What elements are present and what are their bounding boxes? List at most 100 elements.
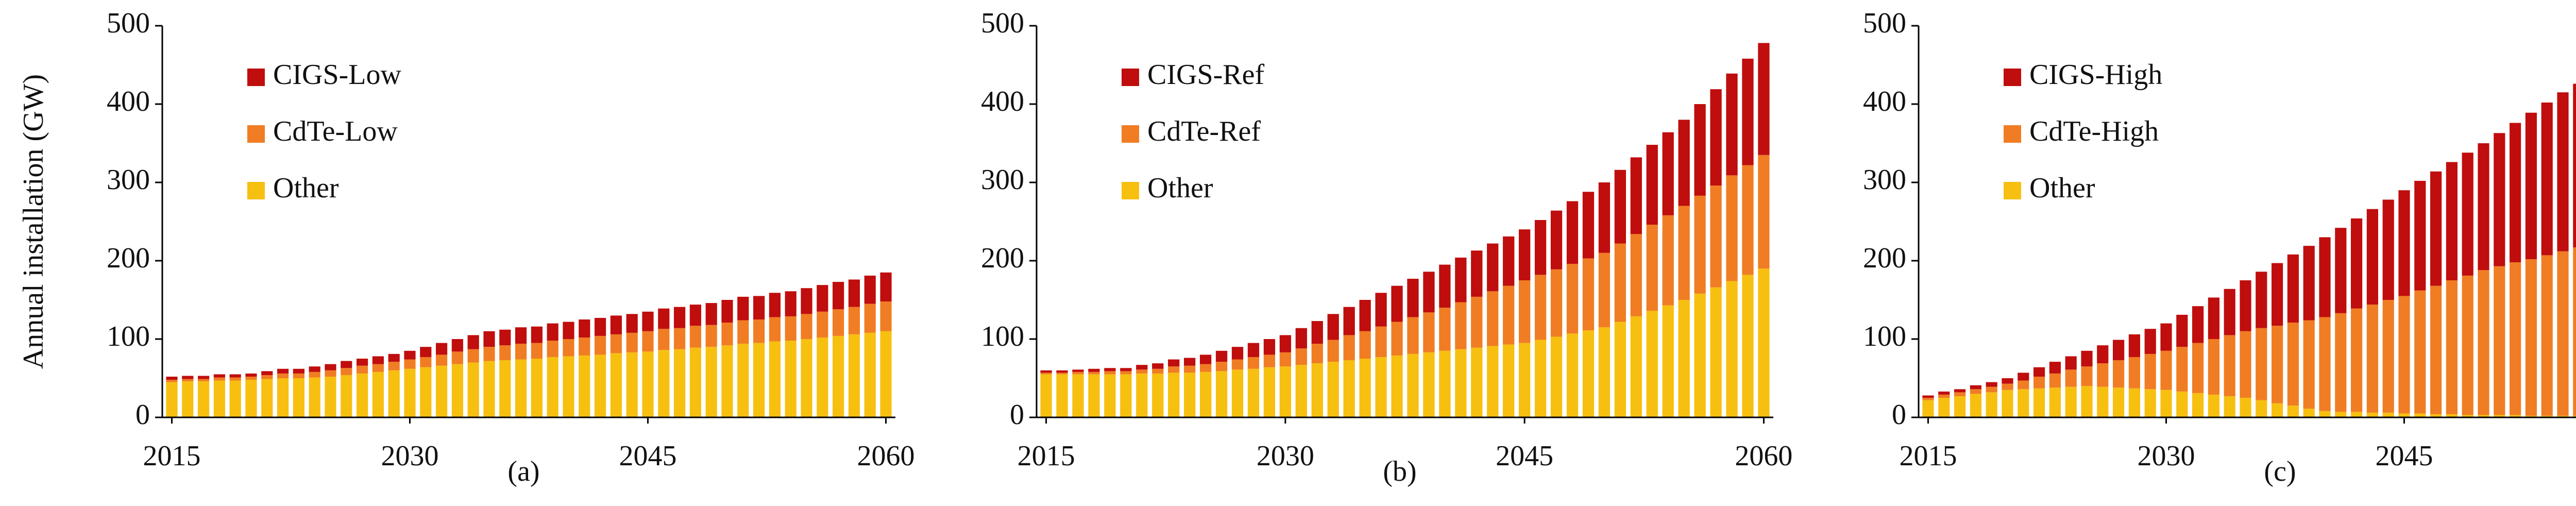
bar-segment (2319, 237, 2331, 317)
y-tick-label: 300 (1863, 164, 1906, 196)
bar-segment (1247, 343, 1260, 357)
y-tick-label: 100 (107, 321, 150, 352)
bar-segment (325, 376, 336, 417)
bar-segment (1263, 339, 1276, 355)
bar-segment (2430, 285, 2442, 414)
bar-segment (579, 337, 590, 356)
bar-segment (674, 307, 686, 328)
bar-segment (325, 370, 336, 377)
bar-segment (674, 328, 686, 349)
bar-segment (2414, 290, 2426, 414)
bar-segment (2557, 251, 2569, 416)
bar-segment (833, 282, 844, 310)
bar-segment (579, 319, 590, 338)
bar-segment (1922, 398, 1934, 400)
bar-segment (2478, 415, 2489, 417)
bar-segment (880, 301, 892, 331)
bar-segment (737, 320, 749, 344)
bar-segment (2065, 356, 2077, 370)
bar-segment (1199, 355, 1212, 364)
bar-segment (229, 380, 241, 417)
bar-segment (2192, 306, 2204, 343)
bar-segment (2049, 362, 2061, 374)
legend-swatch (247, 69, 265, 86)
bar-segment (404, 359, 416, 369)
bar-segment (1519, 280, 1531, 343)
bar-segment (2541, 102, 2553, 256)
bar-segment (1487, 346, 1499, 417)
bar-segment (1199, 364, 1212, 372)
x-tick-label: 2045 (2376, 440, 2433, 472)
bar-segment (1662, 305, 1674, 417)
bar-segment (2065, 369, 2077, 387)
bar-segment (293, 378, 304, 417)
bar-segment (2510, 415, 2521, 417)
bar-segment (499, 329, 511, 346)
bar-segment (1072, 369, 1084, 372)
bar-segment (2287, 254, 2299, 323)
bar-segment (705, 303, 717, 325)
bar-segment (2494, 133, 2505, 266)
bar-segment (1646, 145, 1658, 225)
bar-segment (658, 350, 670, 417)
legend-label: CdTe-High (2029, 115, 2159, 147)
bar-segment (1954, 392, 1966, 396)
bar-segment (166, 380, 178, 382)
bar-segment (595, 335, 606, 355)
bar-segment (1136, 365, 1148, 370)
bar-segment (2033, 376, 2045, 389)
bar-segment (245, 380, 257, 417)
bar-segment (1519, 229, 1531, 280)
bar-segment (1646, 225, 1658, 311)
bar-segment (1136, 369, 1148, 374)
legend-swatch (2004, 125, 2021, 143)
bar-segment (2272, 403, 2283, 417)
bar-segment (372, 364, 384, 372)
bar-segment (1534, 340, 1547, 417)
bar-segment (2398, 413, 2410, 417)
bar-segment (1040, 374, 1052, 417)
bar-segment (1582, 330, 1595, 417)
bar-segment (2335, 313, 2347, 412)
bar-segment (610, 353, 622, 417)
y-tick-label: 0 (135, 399, 150, 431)
bar-segment (1630, 316, 1642, 417)
legend-swatch (1122, 182, 1139, 199)
bar-segment (2256, 400, 2267, 417)
bar-segment (1152, 363, 1164, 369)
bar-segment (658, 308, 670, 329)
bar-segment (2208, 297, 2219, 339)
bar-segment (1614, 170, 1626, 244)
bar-segment (2446, 414, 2458, 417)
bar-segment (1662, 132, 1674, 215)
bar-segment (1391, 322, 1403, 356)
bar-segment (674, 349, 686, 417)
bar-segment (769, 317, 781, 342)
bar-segment (309, 372, 320, 378)
bar-segment (1120, 371, 1132, 375)
bar-segment (2525, 112, 2537, 259)
bar-segment (1391, 285, 1403, 322)
bar-segment (2366, 412, 2378, 417)
bar-segment (2478, 270, 2489, 415)
bar-segment (436, 355, 448, 366)
bar-segment (1056, 374, 1068, 417)
bar-segment (2049, 387, 2061, 417)
bar-segment (1247, 357, 1260, 369)
bar-segment (2430, 414, 2442, 417)
bar-segment (1359, 331, 1371, 359)
bar-segment (1710, 89, 1722, 186)
bar-segment (483, 361, 495, 417)
bar-segment (848, 334, 860, 417)
bar-segment (2414, 413, 2426, 417)
y-tick-label: 500 (107, 7, 150, 39)
bar-segment (1231, 359, 1244, 370)
bar-segment (2240, 280, 2251, 331)
bar-segment (357, 365, 368, 374)
bar-segment (2176, 347, 2188, 392)
panel-label: (c) (2264, 456, 2296, 487)
bar-segment (2081, 386, 2093, 417)
bar-segment (785, 291, 796, 316)
bar-segment (864, 332, 876, 417)
